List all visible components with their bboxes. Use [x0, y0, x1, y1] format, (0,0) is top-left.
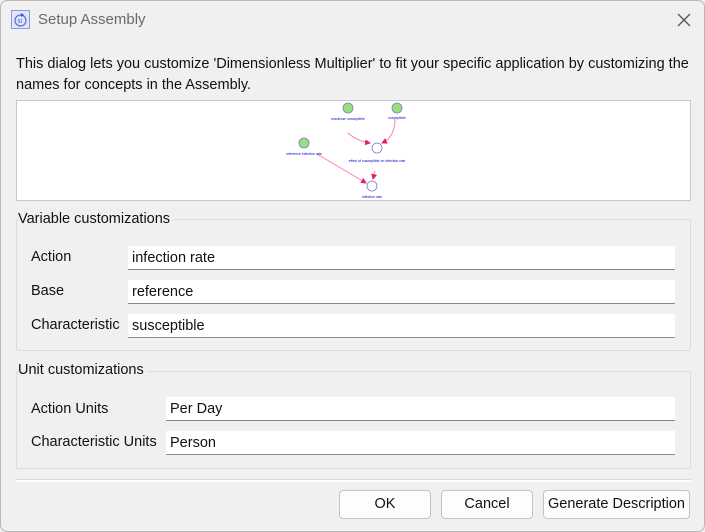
action-units-input[interactable]: [166, 397, 675, 421]
link-arrow: [347, 132, 371, 146]
action-input[interactable]: [128, 246, 675, 270]
node-effect: [371, 142, 383, 154]
ok-button[interactable]: OK: [339, 490, 431, 519]
link-arrow: [371, 170, 378, 180]
base-label: Base: [31, 283, 65, 299]
base-input[interactable]: [128, 280, 675, 304]
assembly-diagram: maximum susceptible susceptible referenc…: [16, 100, 691, 201]
generate-description-button[interactable]: Generate Description: [543, 490, 690, 519]
svg-text:SI: SI: [18, 19, 23, 25]
node-maximum-susceptible: [342, 102, 354, 114]
node-label: infection rate: [362, 195, 382, 199]
window-title: Setup Assembly: [38, 11, 146, 28]
dialog-description: This dialog lets you customize 'Dimensio…: [16, 56, 689, 93]
button-separator: [16, 479, 691, 482]
assembly-app-icon: SI: [11, 10, 30, 29]
title-bar: SI Setup Assembly: [1, 1, 704, 39]
characteristic-input[interactable]: [128, 314, 675, 338]
cancel-button[interactable]: Cancel: [441, 490, 533, 519]
variable-customizations-legend: Variable customizations: [18, 211, 175, 227]
node-label: reference infection rate: [286, 152, 322, 156]
characteristic-units-input[interactable]: [166, 431, 675, 455]
unit-customizations-group: [16, 371, 691, 469]
unit-customizations-legend: Unit customizations: [18, 362, 148, 378]
variable-customizations-group: [16, 219, 691, 351]
link-arrow: [316, 153, 367, 184]
close-icon[interactable]: [673, 9, 695, 31]
link-arrow: [381, 118, 396, 144]
node-reference-infection-rate: [298, 137, 310, 149]
node-susceptible: [391, 102, 403, 114]
characteristic-label: Characteristic: [31, 317, 120, 333]
action-units-label: Action Units: [31, 401, 109, 417]
node-label: maximum susceptible: [331, 117, 365, 121]
node-label: susceptible: [388, 116, 406, 120]
node-infection-rate: [366, 180, 378, 192]
action-label: Action: [31, 249, 72, 265]
node-label: effect of susceptible on infection rate: [349, 159, 406, 163]
characteristic-units-label: Characteristic Units: [31, 434, 157, 450]
